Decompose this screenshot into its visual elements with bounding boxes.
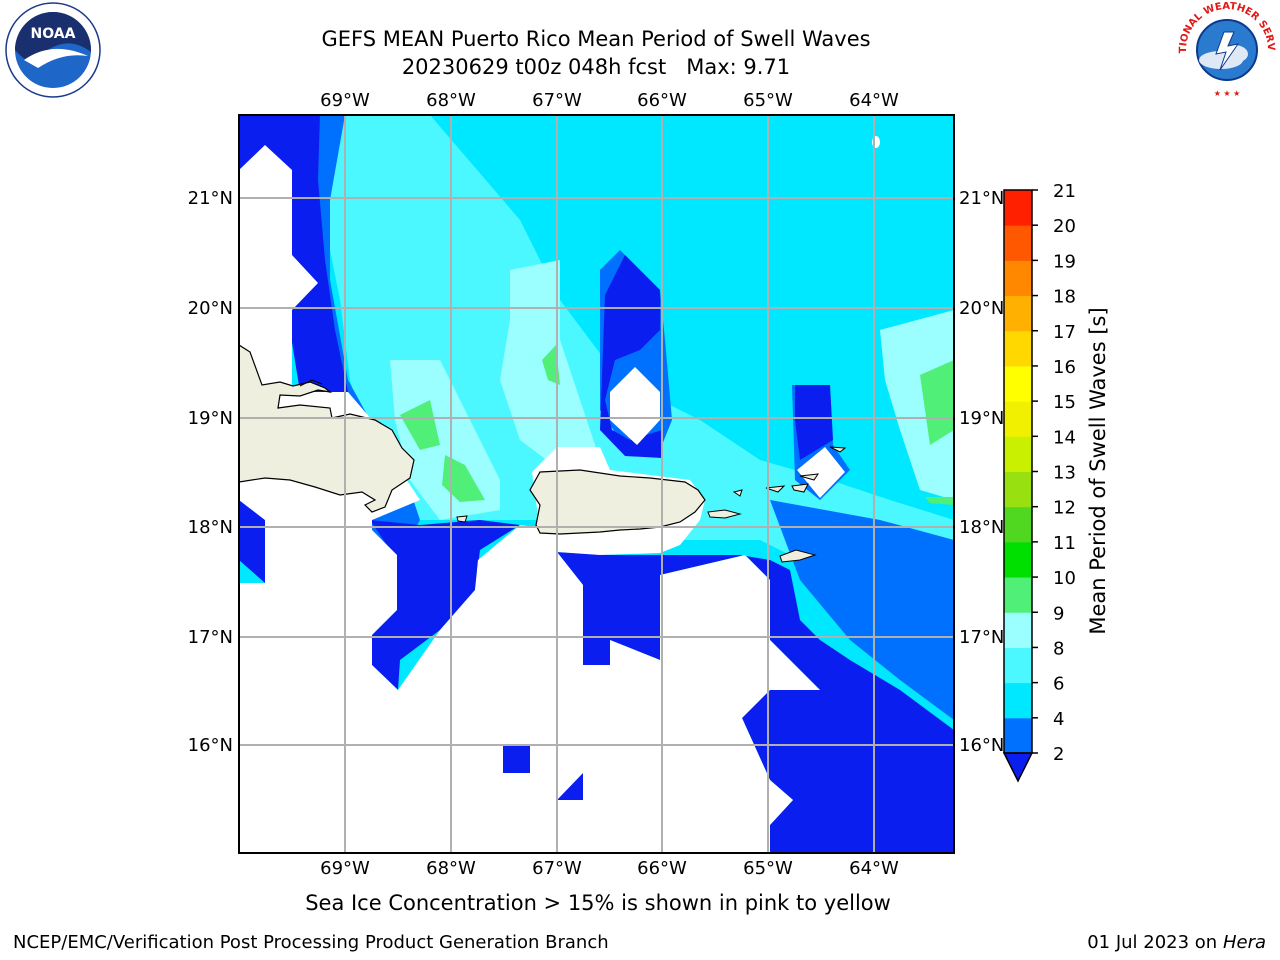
colorbar-swatch bbox=[1004, 190, 1032, 226]
svg-text:★ ★ ★: ★ ★ ★ bbox=[1214, 89, 1241, 98]
chart-subtitle: 20230629 t00z 048h fcst Max: 9.71 bbox=[401, 55, 791, 79]
lon-label-top: 64°W bbox=[849, 90, 899, 111]
land-hispaniola bbox=[239, 344, 415, 513]
colorbar-swatch bbox=[1004, 506, 1032, 543]
colorbar-swatch bbox=[1004, 260, 1032, 297]
footer-date: 01 Jul 2023 on Hera bbox=[1087, 932, 1266, 953]
lat-label-right: 17°N bbox=[959, 627, 1004, 648]
colorbar-tick-label: 12 bbox=[1053, 498, 1076, 519]
lat-label-right: 19°N bbox=[959, 408, 1004, 429]
lat-label-right: 18°N bbox=[959, 517, 1004, 538]
colorbar-under-extension bbox=[1002, 752, 1034, 783]
lon-label-bottom: 64°W bbox=[849, 858, 899, 879]
no-data-area bbox=[239, 145, 318, 392]
lat-label-right: 21°N bbox=[959, 188, 1004, 209]
colorbar-tick-label: 13 bbox=[1053, 463, 1076, 484]
footer-host: Hera bbox=[1222, 932, 1266, 953]
colorbar-tick-label: 9 bbox=[1053, 603, 1064, 624]
colorbar-tick-label: 4 bbox=[1053, 709, 1064, 730]
colorbar-tick-label: 16 bbox=[1053, 357, 1076, 378]
colorbar-tick-label: 18 bbox=[1053, 287, 1076, 308]
swell-contour-9-10 bbox=[400, 400, 440, 450]
colorbar-swatch bbox=[1004, 577, 1032, 613]
colorbar-label: Mean Period of Swell Waves [s] bbox=[1086, 307, 1110, 634]
lon-label-top: 65°W bbox=[743, 90, 793, 111]
colorbar-tick-label: 6 bbox=[1053, 674, 1064, 695]
colorbar-swatch bbox=[1004, 541, 1032, 578]
map-frame bbox=[238, 114, 955, 854]
lon-label-bottom: 65°W bbox=[743, 858, 793, 879]
svg-text:NOAA: NOAA bbox=[31, 26, 76, 42]
colorbar-swatch bbox=[1004, 225, 1032, 261]
colorbar-tick-label: 17 bbox=[1053, 322, 1076, 343]
colorbar-swatch bbox=[1004, 682, 1032, 719]
colorbar-swatch bbox=[1004, 401, 1032, 437]
colorbar-tick-label: 2 bbox=[1053, 744, 1064, 765]
lon-label-top: 66°W bbox=[637, 90, 687, 111]
lat-label-right: 16°N bbox=[959, 735, 1004, 756]
lat-label-left: 20°N bbox=[188, 298, 233, 319]
nws-logo-icon: NATIONAL WEATHER SERVICE ★ ★ ★ bbox=[1176, 2, 1276, 98]
lat-label-left: 18°N bbox=[188, 517, 233, 538]
noaa-logo-icon: NOAA bbox=[5, 2, 101, 98]
colorbar-tick-label: 21 bbox=[1053, 181, 1076, 202]
lat-label-left: 17°N bbox=[188, 627, 233, 648]
colorbar: 2 4 6 8 9 10 11 12 13 14 15 16 17 18 19 20 21 bbox=[1002, 181, 1076, 783]
lon-label-bottom: 67°W bbox=[532, 858, 582, 879]
lat-label-right: 20°N bbox=[959, 298, 1004, 319]
lon-label-top: 68°W bbox=[426, 90, 476, 111]
colorbar-swatch bbox=[1004, 436, 1032, 472]
lon-label-top: 69°W bbox=[320, 90, 370, 111]
colorbar-tick-label: 11 bbox=[1053, 533, 1076, 554]
colorbar-tick-label: 19 bbox=[1053, 251, 1076, 272]
colorbar-swatch bbox=[1004, 295, 1032, 332]
chart-title: GEFS MEAN Puerto Rico Mean Period of Swe… bbox=[321, 27, 871, 51]
colorbar-tick-label: 10 bbox=[1053, 568, 1076, 589]
lat-label-left: 21°N bbox=[188, 188, 233, 209]
footer-date-text: 01 Jul 2023 on bbox=[1087, 932, 1223, 953]
colorbar-tick-label: 20 bbox=[1053, 216, 1076, 237]
colorbar-swatch bbox=[1004, 717, 1032, 754]
lat-label-left: 16°N bbox=[188, 735, 233, 756]
colorbar-swatch bbox=[1004, 647, 1032, 684]
colorbar-swatch bbox=[1004, 330, 1032, 367]
colorbar-swatch bbox=[1004, 612, 1032, 648]
colorbar-tick-label: 8 bbox=[1053, 638, 1064, 659]
colorbar-swatch bbox=[1004, 365, 1032, 402]
footer-credit: NCEP/EMC/Verification Post Processing Pr… bbox=[13, 932, 609, 953]
colorbar-tick-label: 15 bbox=[1053, 392, 1076, 413]
map-grid bbox=[239, 115, 954, 853]
lat-label-left: 19°N bbox=[188, 408, 233, 429]
lon-label-bottom: 68°W bbox=[426, 858, 476, 879]
lon-label-bottom: 66°W bbox=[637, 858, 687, 879]
colorbar-swatch bbox=[1004, 471, 1032, 508]
sea-ice-note: Sea Ice Concentration > 15% is shown in … bbox=[305, 891, 891, 915]
lon-label-bottom: 69°W bbox=[320, 858, 370, 879]
colorbar-tick-label: 14 bbox=[1053, 427, 1076, 448]
lon-label-top: 67°W bbox=[532, 90, 582, 111]
